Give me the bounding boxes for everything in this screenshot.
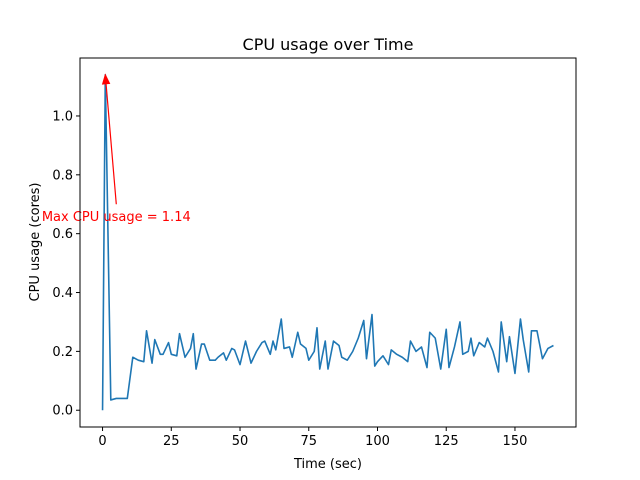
x-axis-label: Time (sec) [293, 457, 362, 472]
annotation-arrow-head [101, 73, 111, 85]
y-tick-label: 1.0 [52, 109, 73, 124]
y-axis-label: CPU usage (cores) [28, 183, 43, 302]
y-axis-ticks: 0.0 0.2 0.4 0.6 0.8 1.0 [52, 109, 80, 419]
cpu-usage-line [101, 73, 554, 411]
annotation-arrow-line [105, 83, 117, 205]
x-axis-ticks: 0 25 50 75 100 125 150 [98, 427, 527, 449]
chart-title: CPU usage over Time [243, 35, 414, 54]
plot-area [80, 58, 576, 427]
x-tick-label: 125 [434, 434, 459, 449]
x-tick-label: 0 [98, 434, 106, 449]
series-layer [101, 73, 554, 411]
x-tick-label: 50 [232, 434, 249, 449]
x-tick-label: 25 [163, 434, 180, 449]
y-tick-label: 0.4 [52, 286, 73, 301]
y-tick-label: 0.6 [52, 227, 73, 242]
y-tick-label: 0.2 [52, 345, 73, 360]
x-tick-label: 75 [300, 434, 317, 449]
x-tick-label: 100 [365, 434, 390, 449]
plot-frame [79, 57, 577, 428]
max-cpu-annotation: Max CPU usage = 1.14 [42, 210, 191, 225]
y-tick-label: 0.0 [52, 404, 73, 419]
y-tick-label: 0.8 [52, 168, 73, 183]
x-tick-label: 150 [503, 434, 528, 449]
